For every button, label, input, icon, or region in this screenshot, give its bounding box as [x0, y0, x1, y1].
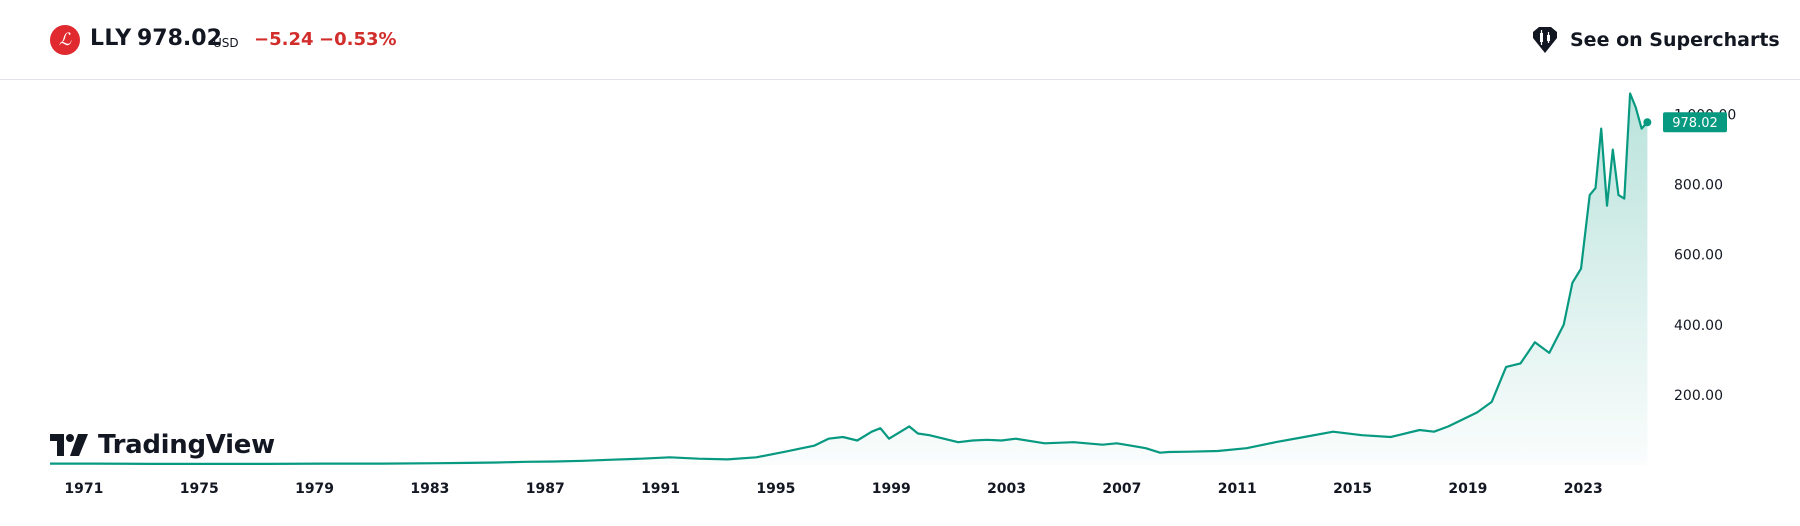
x-tick-label: 2003 — [987, 481, 1026, 497]
x-tick-label: 1971 — [64, 481, 103, 497]
y-tick-label: 200.00 — [1674, 388, 1723, 404]
x-tick-label: 2019 — [1448, 481, 1487, 497]
price-area-fill — [50, 93, 1648, 465]
last-price-label-box — [1663, 112, 1727, 133]
x-tick-label: 1991 — [641, 481, 680, 497]
x-tick-label: 1987 — [526, 481, 565, 497]
y-tick-label: 400.00 — [1674, 318, 1723, 334]
x-tick-label: 1995 — [756, 481, 795, 497]
tradingview-logo-icon — [50, 434, 88, 456]
x-axis: 1971 1975 1979 1983 1987 1991 1995 1999 2003 2007… — [64, 481, 1602, 497]
x-tick-label: 2011 — [1218, 481, 1257, 497]
tradingview-wordmark: TradingView — [98, 430, 275, 460]
company-logo-icon: ℒ — [50, 25, 80, 55]
x-tick-label: 1979 — [295, 481, 334, 497]
y-tick-label: 600.00 — [1674, 248, 1723, 264]
price-line — [50, 92, 1649, 465]
x-tick-label: 1983 — [410, 481, 449, 497]
last-price-label-text: 978.02 — [1672, 116, 1718, 131]
last-price-label: 978.02 — [1663, 112, 1727, 133]
currency-label: USD — [213, 36, 239, 50]
price-change: −5.24 — [254, 29, 314, 50]
supercharts-label[interactable]: See on Supercharts — [1570, 29, 1780, 51]
x-tick-label: 1975 — [180, 481, 219, 497]
header-bar: ℒ LLY 978.02 USD −5.24 −0.53% See on Sup… — [0, 0, 1800, 80]
x-tick-label: 1999 — [872, 481, 911, 497]
last-price-marker — [1643, 118, 1652, 127]
supercharts-icon — [1533, 27, 1557, 53]
price-change-percent: −0.53% — [319, 29, 397, 50]
last-price: 978.02 — [137, 26, 222, 51]
x-tick-label: 2023 — [1564, 481, 1603, 497]
x-tick-label: 2007 — [1102, 481, 1141, 497]
ticker-symbol[interactable]: LLY — [90, 26, 132, 51]
x-tick-label: 2015 — [1333, 481, 1372, 497]
y-tick-label: 800.00 — [1674, 178, 1723, 194]
